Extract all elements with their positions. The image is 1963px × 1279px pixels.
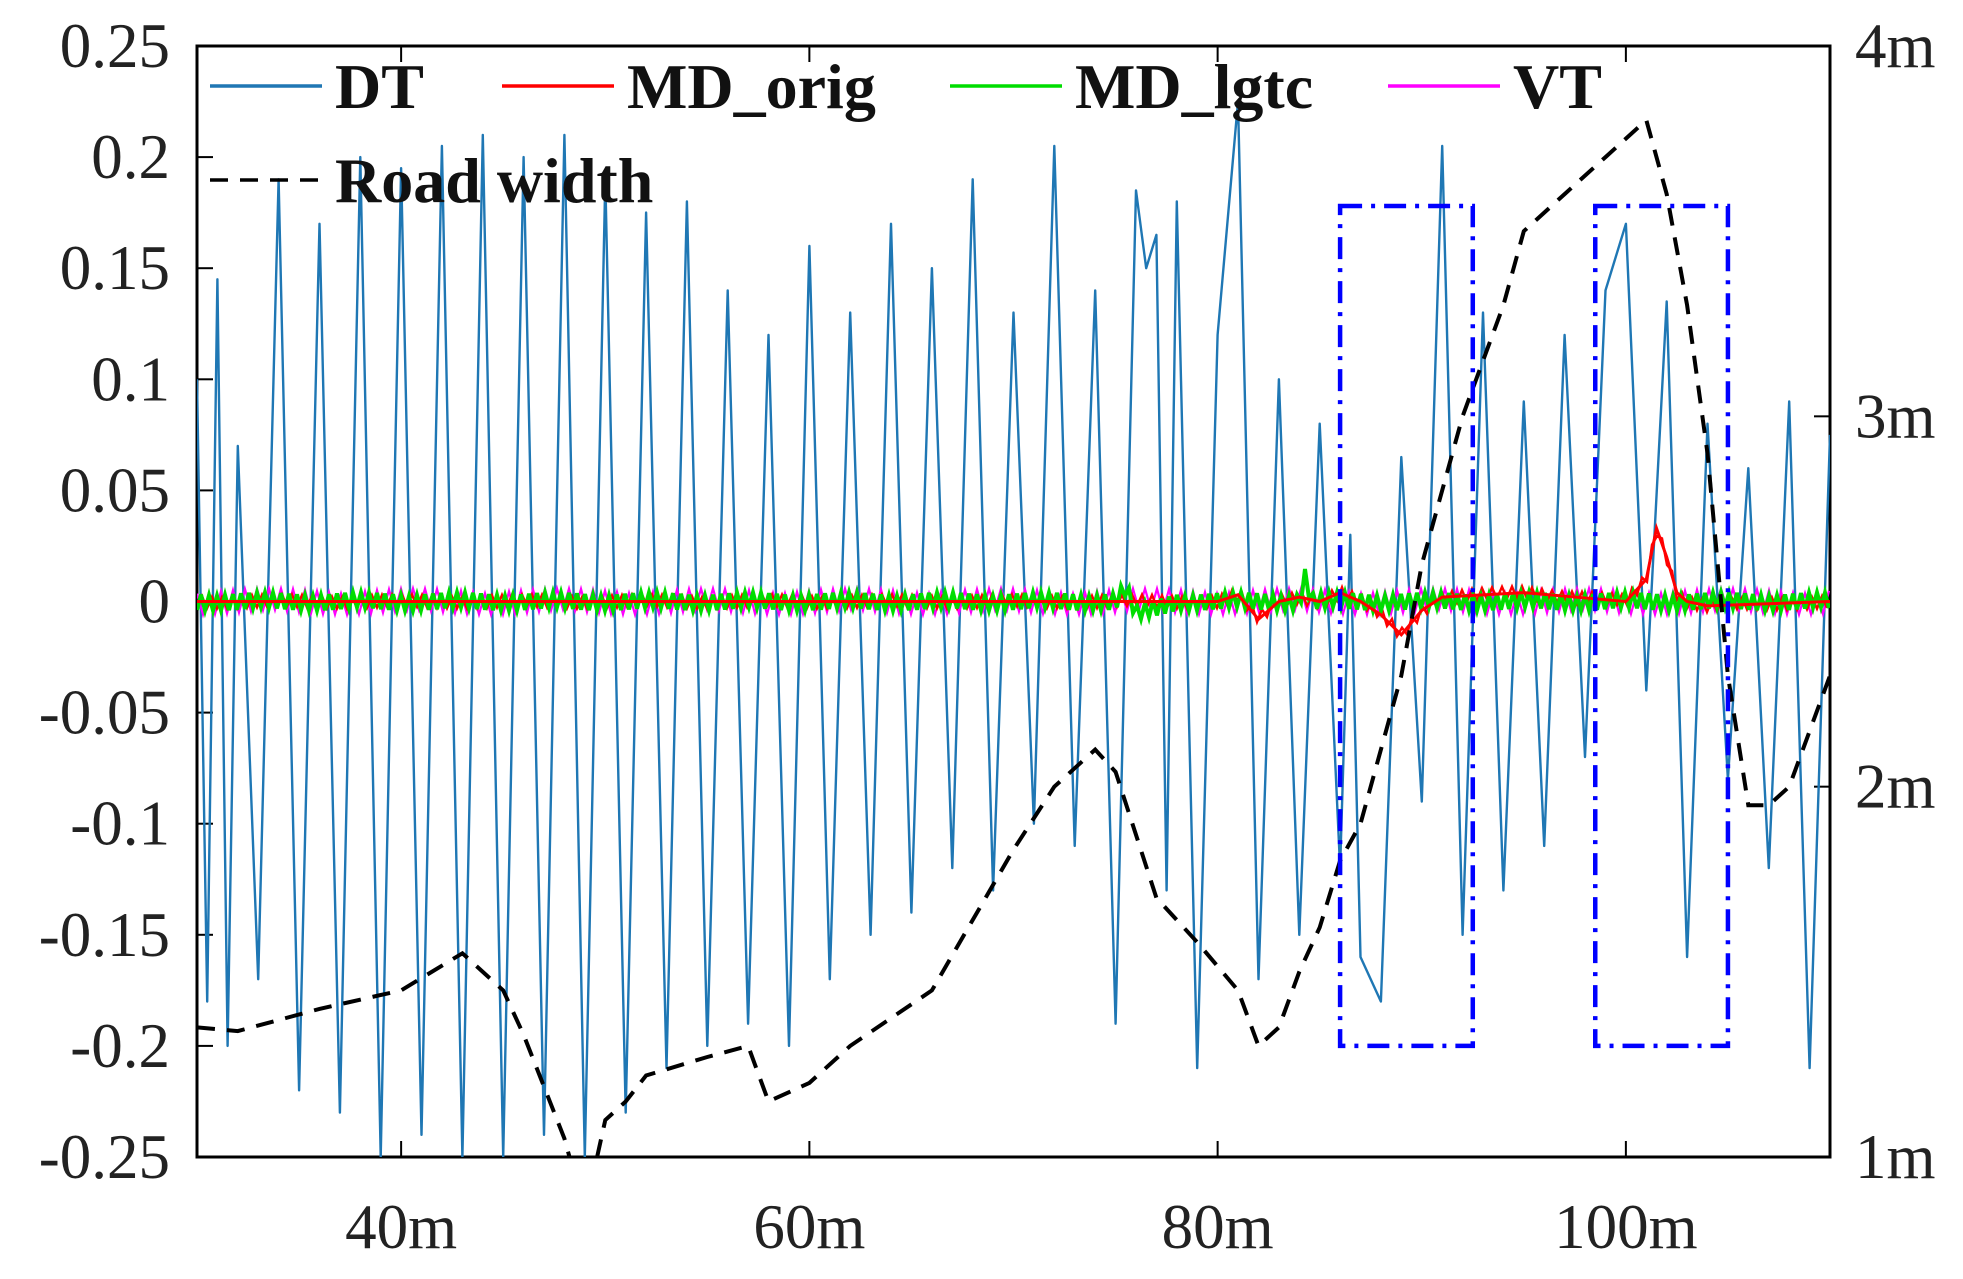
legend-label: MD_lgtc bbox=[1075, 51, 1313, 122]
series-lines bbox=[197, 100, 1830, 1157]
y-tick-label: 0.25 bbox=[60, 11, 170, 81]
legend-label: Road width bbox=[335, 145, 653, 216]
x-tick-label: 60m bbox=[753, 1192, 865, 1262]
x-tick-label: 100m bbox=[1554, 1192, 1698, 1262]
y-tick-label: 0.2 bbox=[91, 122, 170, 192]
x-tick-label: 80m bbox=[1162, 1192, 1274, 1262]
y-tick-label: -0.1 bbox=[70, 789, 170, 859]
y2-tick-label: 2m bbox=[1855, 752, 1936, 822]
y-tick-label: 0.1 bbox=[91, 344, 170, 414]
y-tick-label: -0.05 bbox=[39, 678, 170, 748]
series-line-dt bbox=[197, 100, 1830, 1157]
y-tick-label: 0.05 bbox=[60, 455, 170, 525]
axis-tick-labels: 40m 60m 80m 100m -0.25 -0.2 -0.15 -0.1 -0.05 0 0.0… bbox=[39, 11, 1936, 1262]
y-tick-label: -0.15 bbox=[39, 900, 170, 970]
y2-tick-label: 4m bbox=[1855, 11, 1936, 81]
series-line-md-orig-peaks bbox=[197, 522, 1830, 638]
legend-label: VT bbox=[1513, 51, 1602, 122]
y-tick-label: 0 bbox=[139, 567, 171, 637]
y2-tick-label: 3m bbox=[1855, 381, 1936, 451]
y-tick-label: -0.25 bbox=[39, 1122, 170, 1192]
legend-label: MD_orig bbox=[627, 51, 876, 122]
legend: DT MD_orig MD_lgtc VT Road width bbox=[210, 51, 1602, 216]
series-line-md-lgtc bbox=[197, 568, 1830, 627]
legend-label: DT bbox=[335, 51, 424, 122]
y-tick-label: 0.15 bbox=[60, 233, 170, 303]
x-tick-label: 40m bbox=[345, 1192, 457, 1262]
y-tick-label: -0.2 bbox=[70, 1011, 170, 1081]
y2-tick-label: 1m bbox=[1855, 1122, 1936, 1192]
